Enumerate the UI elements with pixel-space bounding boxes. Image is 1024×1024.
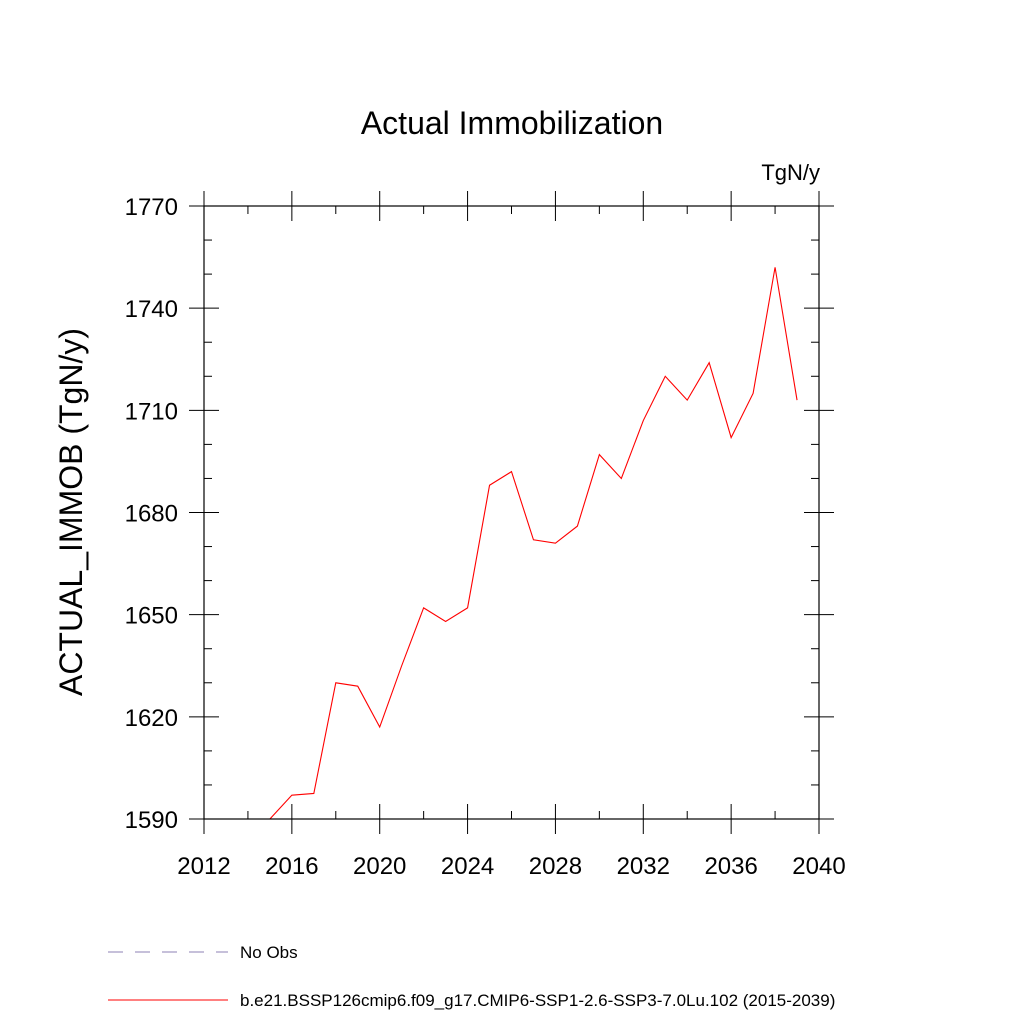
plot-frame	[203, 205, 820, 820]
series-line	[269, 267, 798, 820]
legend: No Obs b.e21.BSSP126cmip6.f09_g17.CMIP6-S…	[108, 943, 835, 1010]
major-ticks	[189, 191, 834, 834]
x-tick-label: 2036	[704, 853, 757, 880]
minor-ticks	[204, 206, 819, 819]
legend-label: No Obs	[240, 943, 298, 962]
chart-title: Actual Immobilization	[361, 105, 663, 141]
y-tick-label: 1740	[125, 296, 178, 323]
units-label: TgN/y	[761, 160, 820, 185]
x-tick-label: 2012	[177, 853, 230, 880]
series-group	[269, 267, 798, 820]
x-tick-label: 2032	[617, 853, 670, 880]
y-tick-labels: 1590 1620 1650 1680 1710 1740 1770	[125, 194, 178, 834]
y-tick-label: 1590	[125, 807, 178, 834]
y-axis-label: ACTUAL_IMMOB (TgN/y)	[53, 328, 89, 696]
x-tick-label: 2024	[441, 853, 494, 880]
x-tick-label: 2040	[792, 853, 845, 880]
x-tick-label: 2028	[529, 853, 582, 880]
y-tick-label: 1650	[125, 603, 178, 630]
x-tick-labels: 2012 2016 2020 2024 2028 2032 2036 2040	[177, 853, 845, 880]
y-tick-label: 1680	[125, 501, 178, 528]
y-tick-label: 1620	[125, 705, 178, 732]
y-tick-label: 1710	[125, 398, 178, 425]
y-tick-label: 1770	[125, 194, 178, 221]
x-tick-label: 2020	[353, 853, 406, 880]
x-tick-label: 2016	[265, 853, 318, 880]
legend-label: b.e21.BSSP126cmip6.f09_g17.CMIP6-SSP1-2.…	[240, 991, 835, 1010]
